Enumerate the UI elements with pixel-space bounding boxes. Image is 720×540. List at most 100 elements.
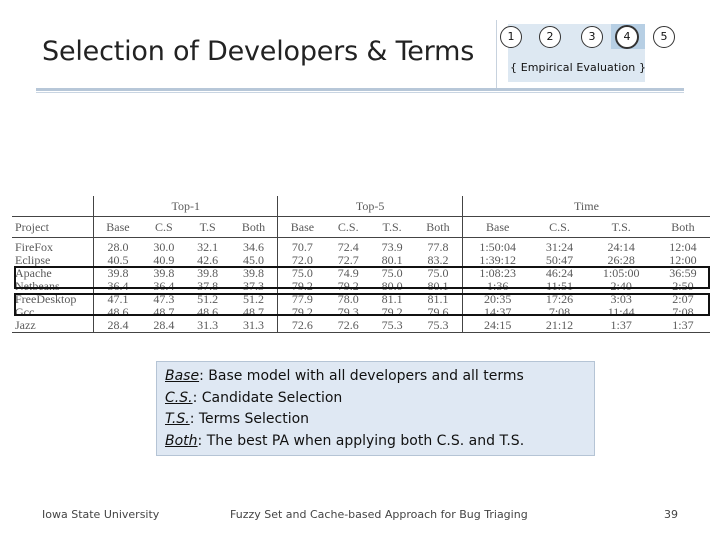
slide-title: Selection of Developers & Terms: [42, 36, 475, 67]
step-5: 5: [653, 26, 675, 48]
col-time-ts: T.S.: [586, 216, 656, 238]
value-cell: 46:24: [545, 266, 574, 280]
process-steps: 1 2 3 4 5: [496, 20, 696, 90]
value-cell: 70.7: [291, 240, 313, 254]
value-cell: 21:12: [532, 319, 587, 333]
value-cell: 34.6: [229, 237, 279, 254]
step-2: 2: [539, 26, 561, 48]
value-cell: 77.8: [413, 237, 463, 254]
group-top-1: Top-1: [93, 196, 279, 217]
value-cell: 72.6: [277, 319, 327, 333]
value-cell: 20:35: [484, 292, 512, 306]
legend-term: Base: [165, 368, 200, 384]
value-cell: 2:50: [672, 279, 694, 293]
value-cell: 2:07: [672, 292, 694, 306]
value-cell: 79.2: [337, 279, 359, 293]
column-header-row: Project Base C.S T.S Both Base C.S. T.S.…: [12, 216, 710, 238]
value-cell: 81.1: [381, 292, 403, 306]
header-divider: [496, 20, 497, 90]
stage-label: { Empirical Evaluation }: [510, 61, 647, 74]
title-rule-thin: [36, 92, 684, 93]
table-row: Jazz 28.4 28.4 31.3 31.3 72.6 72.6 75.3 75.3 24:1…: [12, 319, 710, 333]
legend-line-cs: C.S.: Candidate Selection: [165, 388, 586, 410]
table-row: Apache 39.8 39.8 39.8 39.8 75.0 74.9 75.0 75.0 1:…: [12, 267, 710, 280]
value-cell: 24:14: [607, 240, 635, 254]
value-cell: 74.9: [337, 266, 359, 280]
value-cell: 1:08:23: [479, 266, 517, 280]
value-cell: 36:59: [669, 266, 697, 280]
project-name-cell: Netbeans: [12, 280, 94, 293]
title-rule: [36, 88, 684, 91]
value-cell: 12:04: [669, 240, 697, 254]
value-cell: 39.8: [153, 266, 175, 280]
legend-term: Both: [165, 432, 198, 449]
value-cell: 30.0: [153, 240, 175, 254]
value-cell: 50:47: [545, 253, 574, 267]
step-4-active: 4: [616, 26, 638, 48]
project-name-cell: Jazz: [12, 319, 94, 333]
value-cell: 75.0: [413, 267, 463, 280]
value-cell: 39.8: [107, 266, 129, 280]
value-cell: 42.6: [197, 253, 219, 267]
value-cell: 40.9: [153, 253, 175, 267]
legend-line-base: Base: Base model with all developers and…: [165, 366, 586, 388]
value-cell: 75.0: [381, 266, 403, 280]
value-cell: 31:24: [545, 240, 574, 254]
col-top5-base: Base: [277, 216, 327, 238]
col-time-both: Both: [655, 216, 710, 238]
step-3: 3: [581, 26, 603, 48]
project-name-cell: Eclipse: [12, 254, 94, 267]
value-cell: 47.1: [107, 292, 129, 306]
col-time-base: Base: [462, 216, 533, 238]
legend-line-both: Both: The best PA when applying both C.S…: [165, 431, 586, 453]
value-cell: 26:28: [607, 253, 635, 267]
value-cell: 75.3: [370, 319, 414, 333]
value-cell: 80.1: [381, 253, 403, 267]
legend-text: : Terms Selection: [189, 411, 310, 427]
legend-term: T.S.: [165, 411, 190, 427]
value-cell: 39.8: [229, 267, 279, 280]
value-cell: 28.4: [93, 319, 142, 333]
value-cell: 31.3: [229, 319, 279, 333]
value-cell: 75.3: [413, 319, 463, 333]
value-cell: 75.0: [291, 266, 313, 280]
value-cell: 1:37: [655, 319, 710, 333]
table-row: Netbeans 36.4 36.4 37.8 37.3 79.2 79.2 80.0 80.1…: [12, 280, 710, 293]
value-cell: 1:39:12: [479, 253, 517, 267]
legend-box: Base: Base model with all developers and…: [156, 361, 595, 456]
value-cell: 81.1: [413, 293, 463, 306]
value-cell: 24:15: [462, 319, 533, 333]
col-top5-cs: C.S.: [326, 216, 371, 238]
value-cell: 37.8: [197, 279, 219, 293]
value-cell: 28.4: [141, 319, 186, 333]
project-name-cell: Apache: [12, 267, 94, 280]
value-cell: 12:00: [669, 253, 697, 267]
legend-term: C.S.: [165, 389, 193, 406]
value-cell: 3:03: [610, 292, 632, 306]
value-cell: 45.0: [229, 254, 279, 267]
value-cell: 72.7: [337, 253, 359, 267]
table-row: FireFox 28.0 30.0 32.1 34.6 70.7 72.4 73.9 77.8 1…: [12, 237, 710, 254]
value-cell: 80.0: [381, 279, 403, 293]
col-top1-ts: T.S: [185, 216, 230, 238]
step-1: 1: [500, 26, 522, 48]
value-cell: 17:26: [545, 292, 574, 306]
col-time-cs: C.S.: [532, 216, 587, 238]
value-cell: 36.4: [107, 279, 129, 293]
value-cell: 47.3: [153, 292, 175, 306]
value-cell: 32.1: [197, 240, 219, 254]
value-cell: 36.4: [153, 279, 175, 293]
value-cell: 28.0: [107, 240, 129, 254]
col-top1-both: Both: [229, 216, 279, 238]
group-time: Time: [462, 196, 710, 217]
group-header-row: Top-1 Top-5 Time: [12, 196, 710, 217]
table-body: FireFox 28.0 30.0 32.1 34.6 70.7 72.4 73.9 77.8 1…: [12, 237, 710, 333]
col-project: Project: [12, 216, 94, 238]
group-blank: [12, 196, 94, 217]
page-number: 39: [664, 508, 678, 521]
value-cell: 80.1: [413, 280, 463, 293]
table-row: Eclipse 40.5 40.9 42.6 45.0 72.0 72.7 80.1 83.2 1…: [12, 254, 710, 267]
value-cell: 1:36: [487, 279, 509, 293]
value-cell: 72.6: [326, 319, 371, 333]
value-cell: 78.0: [337, 292, 359, 306]
